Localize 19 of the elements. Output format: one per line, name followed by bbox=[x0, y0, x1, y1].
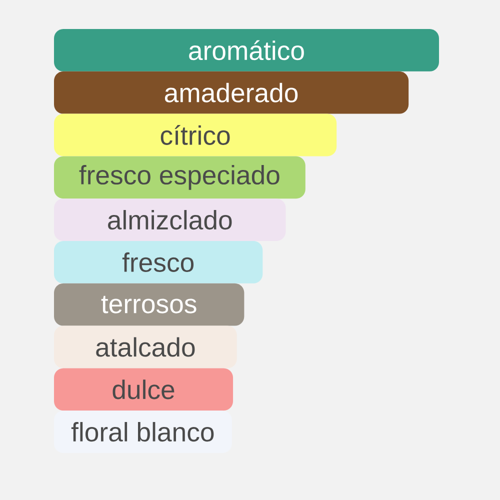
bar bbox=[54, 156, 306, 199]
y-tick-label: floral blanco bbox=[71, 422, 214, 442]
y-tick-label: fresco especiado bbox=[79, 164, 280, 190]
bar bbox=[54, 283, 244, 326]
bar bbox=[54, 326, 237, 368]
y-tick-label: almizclado bbox=[108, 210, 232, 230]
y-tick-label: dulce bbox=[112, 380, 174, 400]
y-tick-label: amaderado bbox=[164, 82, 298, 102]
y-tick-label: terrosos bbox=[101, 296, 196, 314]
y-tick-label: atalcado bbox=[96, 337, 195, 357]
bar bbox=[54, 241, 263, 284]
bar bbox=[54, 71, 409, 114]
bar bbox=[54, 198, 286, 242]
bar bbox=[54, 368, 234, 411]
y-tick-label: aromático bbox=[189, 40, 304, 60]
y-tick-label: cítrico bbox=[160, 125, 230, 145]
y-tick-label: fresco bbox=[122, 252, 194, 272]
bar bbox=[54, 29, 440, 72]
bar bbox=[54, 114, 337, 156]
